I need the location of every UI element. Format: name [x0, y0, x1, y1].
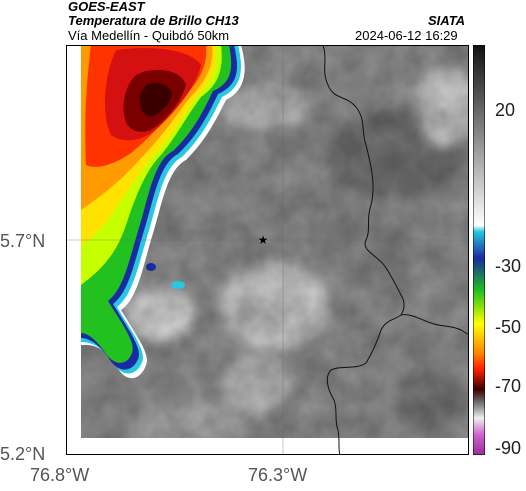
department-boundary-east	[400, 314, 469, 336]
satellite-map[interactable]: ★	[66, 45, 469, 455]
temperature-colorbar	[472, 44, 486, 456]
product-title: Temperatura de Brillo CH13	[68, 13, 239, 28]
lon-label-76.3W: 76.3°W	[248, 465, 308, 485]
convective-cloud-contours	[81, 45, 245, 379]
satellite-title: GOES-EAST	[68, 0, 145, 14]
star-icon[interactable]: ★	[258, 233, 269, 247]
region-subtitle: Vía Medellín - Quibdó 50km	[68, 28, 230, 43]
colorbar-tick: -50	[495, 317, 522, 337]
colorbar-tick: 20	[495, 100, 516, 120]
colorbar-tick: -90	[495, 438, 522, 458]
colorbar-tick: -30	[495, 256, 522, 276]
no-data-bottom	[66, 438, 469, 455]
timestamp-label: 2024-06-12 16:29	[355, 28, 458, 43]
agency-label: SIATA	[428, 13, 466, 28]
department-boundary-west	[322, 45, 405, 455]
lon-label-76.8W: 76.8°W	[30, 465, 90, 485]
no-data-left	[66, 45, 81, 455]
map-frame	[66, 45, 469, 455]
colorbar-tick: -70	[495, 376, 522, 396]
lat-label-5.7N: 5.7°N	[0, 231, 46, 251]
lat-label-5.2N: 5.2°N	[0, 444, 46, 464]
